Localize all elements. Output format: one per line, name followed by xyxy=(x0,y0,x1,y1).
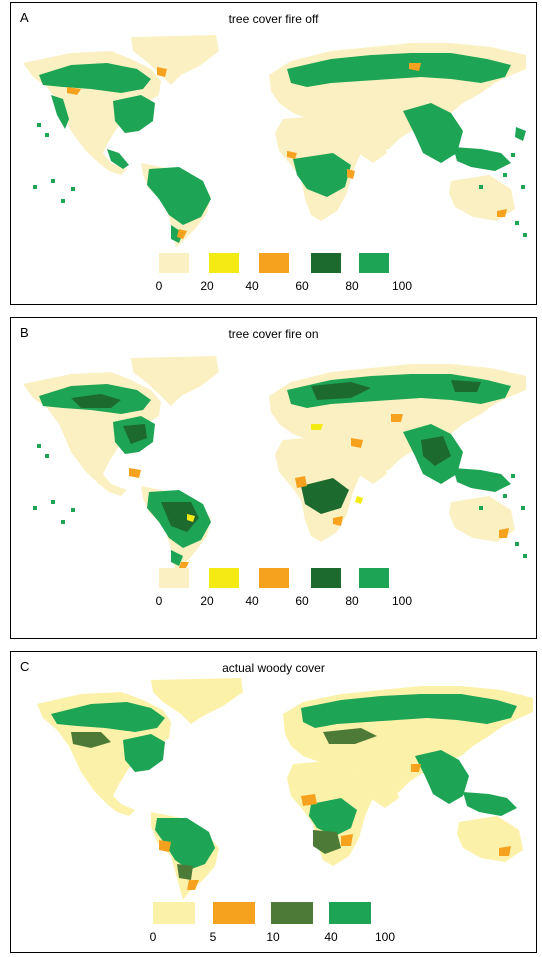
panel-title: tree cover fire off xyxy=(228,12,319,26)
panel-b-tree-cover-fire-on: B tree cover fire on xyxy=(10,317,537,639)
mid-woody-overlay xyxy=(71,728,377,880)
forest-overlay xyxy=(51,694,517,870)
world-map xyxy=(23,35,527,248)
world-map xyxy=(37,678,533,900)
panel-letter: B xyxy=(20,325,29,340)
panel-c-actual-woody-cover: C actual woody cover xyxy=(10,651,537,953)
savanna-fringe xyxy=(67,63,507,239)
island-pixels xyxy=(33,444,527,558)
world-map xyxy=(23,356,527,574)
forest-overlay xyxy=(39,53,526,243)
panel-a-tree-cover-fire-off: A tree cover fire off xyxy=(10,2,537,305)
dark-forest-overlay xyxy=(71,380,481,532)
panel-letter: C xyxy=(20,659,30,674)
savanna-yellow xyxy=(187,424,363,522)
savanna-fringe xyxy=(159,764,511,890)
panel-title: tree cover fire on xyxy=(228,327,319,341)
panel-title: actual woody cover xyxy=(222,661,325,675)
panel-letter: A xyxy=(20,10,29,25)
island-pixels xyxy=(33,123,527,237)
